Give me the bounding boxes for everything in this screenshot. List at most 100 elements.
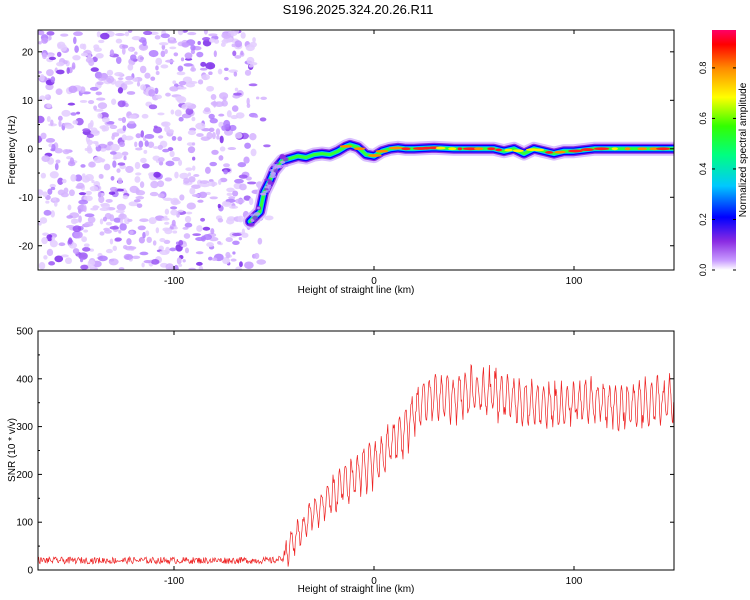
noise-blob [196, 261, 203, 266]
y-tick-label: 10 [22, 96, 34, 107]
noise-blob [192, 165, 196, 171]
noise-blob [68, 189, 75, 197]
noise-blob [162, 148, 170, 153]
noise-blob [219, 135, 224, 144]
noise-blob [219, 92, 229, 100]
noise-blob [50, 76, 56, 83]
noise-blob [212, 131, 216, 140]
noise-blob [121, 151, 129, 156]
noise-blob [136, 203, 143, 208]
noise-blob [157, 144, 164, 150]
noise-blob [228, 196, 236, 200]
noise-blob [184, 215, 192, 223]
noise-blob [249, 133, 257, 141]
noise-blob [231, 43, 236, 48]
noise-blob [126, 91, 136, 95]
noise-blob [200, 136, 211, 141]
noise-blob [128, 201, 139, 207]
noise-blob [218, 113, 225, 117]
noise-blob [123, 155, 127, 161]
noise-blob [67, 161, 76, 167]
noise-blob [60, 33, 69, 37]
ridge-peak [504, 148, 513, 152]
noise-blob [232, 251, 236, 255]
y-tick-label: 20 [22, 47, 34, 58]
noise-blob [165, 263, 174, 270]
noise-blob [98, 39, 105, 44]
noise-blob [38, 262, 46, 270]
noise-blob [47, 188, 53, 195]
noise-blob [50, 148, 56, 152]
noise-blob [135, 133, 142, 139]
noise-blob [106, 121, 115, 125]
ridge-peak [512, 149, 524, 153]
noise-blob [84, 213, 95, 218]
noise-blob [49, 239, 58, 248]
noise-blob [127, 218, 133, 222]
colorbar-tick-label: 0.2 [698, 213, 708, 226]
y-tick-label: 400 [16, 374, 33, 385]
noise-blob [221, 32, 232, 39]
noise-blob [184, 222, 193, 228]
noise-blob [173, 264, 179, 270]
noise-blob [183, 63, 193, 67]
noise-blob [78, 199, 89, 205]
noise-blob [169, 150, 175, 158]
noise-blob [260, 96, 268, 100]
noise-blob [150, 259, 160, 265]
colorbar-label: Normalized spectral amplitude [738, 82, 749, 217]
spectrogram-y-ticks: -20 -10 0 10 20 [19, 47, 674, 271]
noise-blob [110, 175, 115, 181]
noise-blob [157, 193, 165, 198]
noise-blob [224, 67, 229, 71]
ridge-peak [624, 147, 631, 151]
noise-blob [116, 168, 121, 173]
noise-blob [144, 134, 155, 139]
noise-blob [52, 197, 57, 201]
noise-blob [138, 236, 145, 244]
noise-blob [237, 162, 247, 168]
noise-blob [220, 42, 226, 47]
noise-blob [148, 172, 155, 177]
noise-blob [205, 62, 216, 70]
noise-blob [136, 81, 141, 87]
noise-blob [141, 262, 145, 268]
noise-blob [96, 97, 106, 101]
noise-blob [158, 135, 164, 139]
noise-blob [83, 204, 87, 213]
noise-blob [83, 229, 89, 233]
x-tick-label: 0 [371, 576, 377, 587]
noise-blob [43, 255, 48, 260]
noise-blob [100, 32, 110, 40]
noise-blob [244, 142, 251, 149]
noise-blob [50, 119, 54, 126]
noise-blob [49, 171, 59, 179]
noise-blob [56, 69, 65, 75]
noise-blob [64, 124, 75, 129]
noise-blob [226, 110, 232, 118]
noise-blob [96, 158, 106, 163]
ridge-scatter [250, 213, 255, 217]
noise-blob [208, 113, 215, 120]
noise-blob [201, 128, 211, 132]
noise-blob [56, 61, 65, 67]
ridge-scatter [256, 207, 260, 210]
noise-blob [54, 148, 63, 154]
noise-blob [208, 256, 213, 261]
noise-blob [237, 215, 244, 223]
noise-blob [256, 259, 267, 265]
noise-blob [70, 218, 78, 225]
noise-blob [118, 267, 125, 270]
noise-blob [79, 258, 84, 263]
noise-blob [148, 217, 157, 225]
noise-blob [128, 120, 136, 124]
ridge-scatter [271, 163, 277, 167]
noise-blob [129, 114, 137, 119]
noise-blob [165, 59, 175, 63]
noise-blob [50, 186, 56, 191]
noise-blob [109, 143, 120, 152]
noise-blob [234, 198, 245, 204]
ridge-peak [487, 147, 496, 151]
noise-blob [245, 44, 255, 52]
noise-blob [187, 146, 196, 154]
